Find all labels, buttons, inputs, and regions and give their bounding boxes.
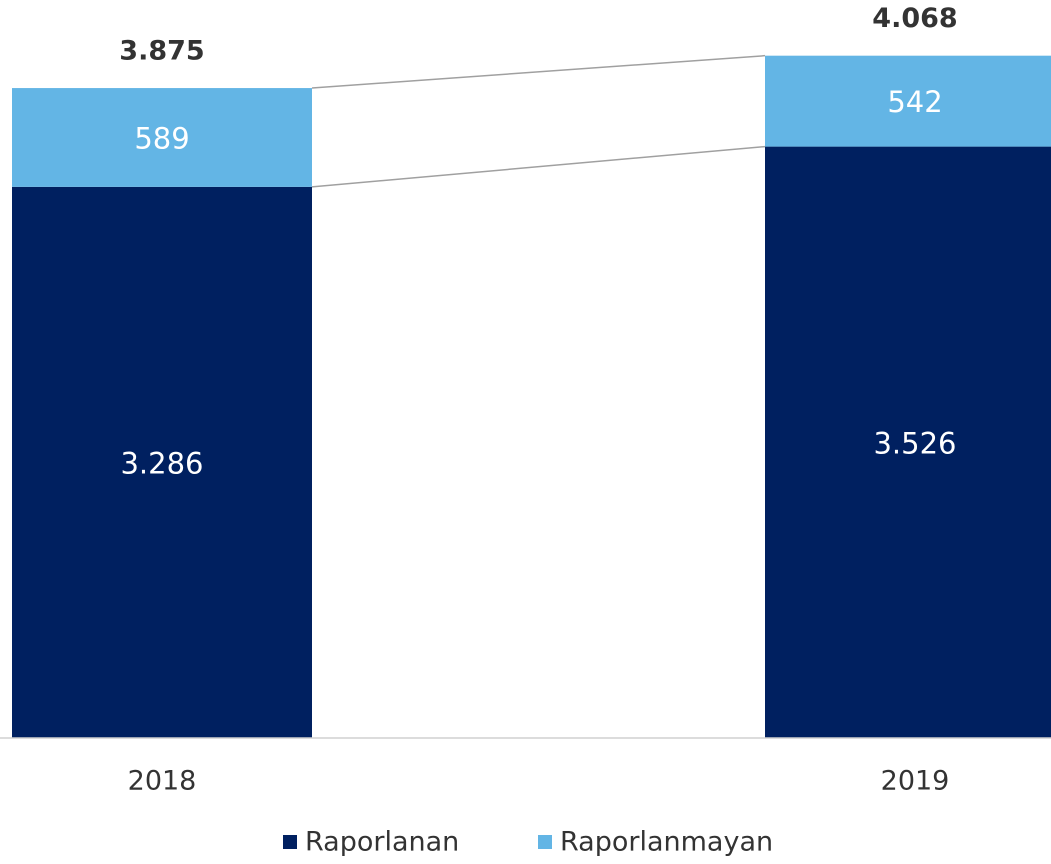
bar-segment: [765, 146, 1051, 739]
bar-segment: [765, 55, 1051, 147]
value-label: 589: [134, 121, 189, 155]
legend-label: Raporlanmayan: [560, 827, 773, 858]
legend-swatch: [283, 835, 297, 849]
x-tick-label: 2019: [881, 766, 950, 797]
value-label: 3.286: [120, 446, 203, 480]
connector-line: [311, 54, 766, 89]
x-tick-label: 2018: [128, 766, 197, 797]
total-label: 4.068: [872, 3, 957, 34]
value-label: 542: [887, 85, 942, 119]
bar-segment: [12, 88, 312, 187]
bar-segment: [12, 186, 312, 739]
total-label: 3.875: [119, 36, 204, 67]
value-label: 3.526: [873, 426, 956, 460]
connector-line: [311, 145, 766, 188]
legend-swatch: [538, 835, 552, 849]
legend-label: Raporlanan: [305, 827, 459, 858]
